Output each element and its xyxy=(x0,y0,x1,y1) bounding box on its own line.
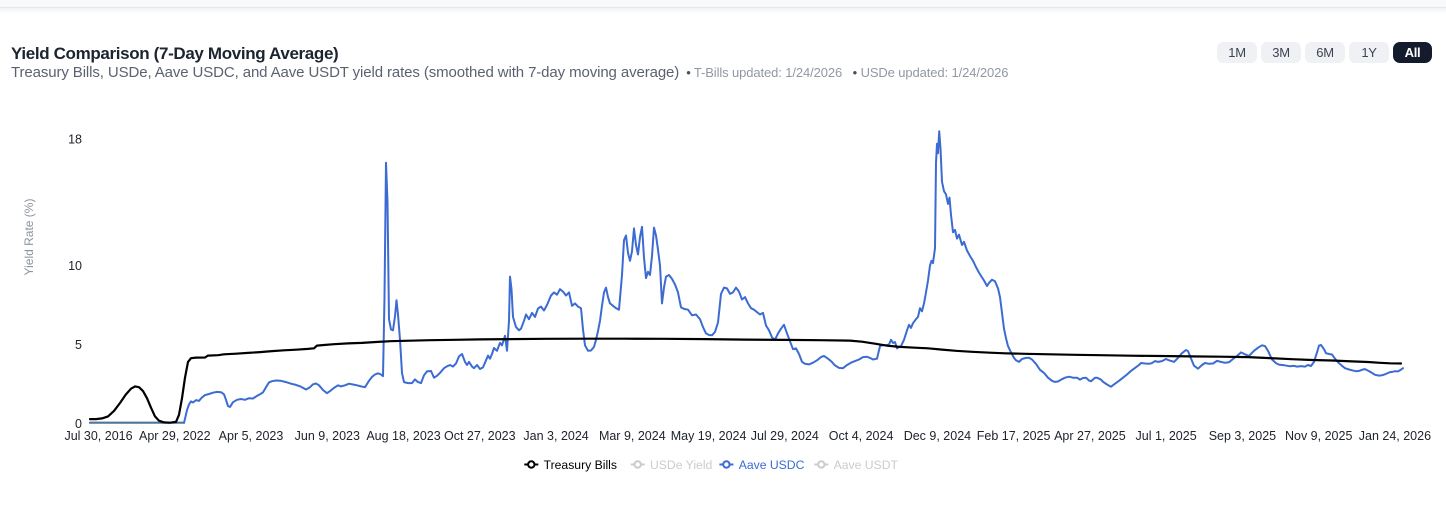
svg-text:Sep 3, 2025: Sep 3, 2025 xyxy=(1209,429,1276,443)
svg-text:10: 10 xyxy=(68,259,82,273)
svg-text:Apr 5, 2023: Apr 5, 2023 xyxy=(219,429,284,443)
svg-text:Apr 29, 2022: Apr 29, 2022 xyxy=(139,429,211,443)
svg-text:Jan 24, 2026: Jan 24, 2026 xyxy=(1359,429,1431,443)
svg-text:Feb 17, 2025: Feb 17, 2025 xyxy=(977,429,1051,443)
svg-text:Dec 9, 2024: Dec 9, 2024 xyxy=(904,429,971,443)
svg-text:Jul 29, 2024: Jul 29, 2024 xyxy=(751,429,819,443)
svg-text:Oct 27, 2023: Oct 27, 2023 xyxy=(444,429,516,443)
svg-text:18: 18 xyxy=(68,133,82,147)
svg-text:Aave USDT: Aave USDT xyxy=(834,458,899,472)
svg-text:5: 5 xyxy=(75,338,82,352)
svg-text:Apr 27, 2025: Apr 27, 2025 xyxy=(1054,429,1126,443)
svg-text:Aave USDC: Aave USDC xyxy=(739,458,805,472)
svg-text:May 19, 2024: May 19, 2024 xyxy=(671,429,747,443)
svg-text:Treasury Bills: Treasury Bills xyxy=(544,458,617,472)
svg-text:Yield Rate (%): Yield Rate (%) xyxy=(22,199,36,276)
svg-text:Aug 18, 2023: Aug 18, 2023 xyxy=(366,429,440,443)
svg-text:Jul 30, 2016: Jul 30, 2016 xyxy=(64,429,132,443)
svg-text:USDe Yield: USDe Yield xyxy=(650,458,712,472)
svg-text:Mar 9, 2024: Mar 9, 2024 xyxy=(599,429,666,443)
svg-text:0: 0 xyxy=(75,417,82,431)
svg-text:Jul 1, 2025: Jul 1, 2025 xyxy=(1136,429,1197,443)
svg-text:Nov 9, 2025: Nov 9, 2025 xyxy=(1285,429,1352,443)
svg-text:Jun 9, 2023: Jun 9, 2023 xyxy=(295,429,360,443)
svg-text:Jan 3, 2024: Jan 3, 2024 xyxy=(523,429,588,443)
svg-text:Oct 4, 2024: Oct 4, 2024 xyxy=(829,429,894,443)
